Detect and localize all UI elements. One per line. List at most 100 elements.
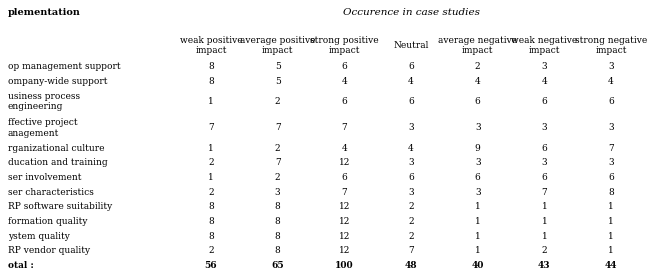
Text: weak negative
impact: weak negative impact: [511, 36, 578, 55]
Text: 7: 7: [275, 123, 280, 132]
Text: 12: 12: [339, 247, 350, 255]
Text: ser characteristics: ser characteristics: [8, 188, 94, 197]
Text: 7: 7: [275, 158, 280, 168]
Text: 2: 2: [208, 158, 214, 168]
Text: 1: 1: [208, 97, 214, 106]
Text: ffective project
anagement: ffective project anagement: [8, 118, 78, 137]
Text: 2: 2: [475, 62, 480, 71]
Text: 4: 4: [342, 77, 347, 86]
Text: 3: 3: [475, 158, 480, 168]
Text: 8: 8: [208, 232, 214, 241]
Text: 3: 3: [408, 158, 414, 168]
Text: 6: 6: [408, 62, 414, 71]
Text: 8: 8: [275, 232, 280, 241]
Text: 1: 1: [475, 232, 480, 241]
Text: 3: 3: [275, 188, 280, 197]
Text: RP vendor quality: RP vendor quality: [8, 247, 90, 255]
Text: 3: 3: [408, 188, 414, 197]
Text: 6: 6: [408, 173, 414, 182]
Text: 8: 8: [208, 77, 214, 86]
Text: 2: 2: [542, 247, 547, 255]
Text: 6: 6: [608, 97, 614, 106]
Text: 3: 3: [408, 123, 414, 132]
Text: 65: 65: [271, 261, 284, 268]
Text: 3: 3: [475, 123, 480, 132]
Text: 8: 8: [208, 202, 214, 211]
Text: 2: 2: [208, 247, 214, 255]
Text: 4: 4: [475, 77, 480, 86]
Text: 3: 3: [542, 158, 547, 168]
Text: 1: 1: [608, 217, 614, 226]
Text: 4: 4: [542, 77, 547, 86]
Text: 4: 4: [342, 144, 347, 153]
Text: RP software suitability: RP software suitability: [8, 202, 112, 211]
Text: 9: 9: [475, 144, 480, 153]
Text: 7: 7: [542, 188, 547, 197]
Text: 8: 8: [608, 188, 614, 197]
Text: 48: 48: [405, 261, 417, 268]
Text: 100: 100: [335, 261, 353, 268]
Text: 3: 3: [475, 188, 480, 197]
Text: 1: 1: [542, 217, 547, 226]
Text: average negative
impact: average negative impact: [438, 36, 517, 55]
Text: Neutral: Neutral: [393, 41, 429, 50]
Text: 12: 12: [339, 202, 350, 211]
Text: 3: 3: [542, 62, 547, 71]
Text: 8: 8: [275, 217, 280, 226]
Text: 1: 1: [608, 232, 614, 241]
Text: 3: 3: [608, 158, 614, 168]
Text: 1: 1: [475, 217, 480, 226]
Text: 12: 12: [339, 232, 350, 241]
Text: 43: 43: [538, 261, 551, 268]
Text: ystem quality: ystem quality: [8, 232, 70, 241]
Text: 6: 6: [475, 97, 480, 106]
Text: 2: 2: [275, 97, 280, 106]
Text: 2: 2: [408, 202, 414, 211]
Text: 6: 6: [342, 62, 347, 71]
Text: 3: 3: [608, 62, 614, 71]
Text: rganizational culture: rganizational culture: [8, 144, 105, 153]
Text: 8: 8: [208, 62, 214, 71]
Text: 1: 1: [208, 173, 214, 182]
Text: 1: 1: [608, 247, 614, 255]
Text: 3: 3: [542, 123, 547, 132]
Text: 6: 6: [342, 173, 347, 182]
Text: 5: 5: [275, 62, 280, 71]
Text: 44: 44: [605, 261, 617, 268]
Text: 4: 4: [608, 77, 614, 86]
Text: plementation: plementation: [8, 9, 81, 17]
Text: otal :: otal :: [8, 261, 34, 268]
Text: 12: 12: [339, 217, 350, 226]
Text: 3: 3: [608, 123, 614, 132]
Text: 12: 12: [339, 158, 350, 168]
Text: 6: 6: [408, 97, 414, 106]
Text: 2: 2: [275, 144, 280, 153]
Text: 56: 56: [205, 261, 217, 268]
Text: op management support: op management support: [8, 62, 120, 71]
Text: Occurence in case studies: Occurence in case studies: [343, 9, 480, 17]
Text: average positive
impact: average positive impact: [240, 36, 315, 55]
Text: 6: 6: [342, 97, 347, 106]
Text: formation quality: formation quality: [8, 217, 88, 226]
Text: 1: 1: [608, 202, 614, 211]
Text: ducation and training: ducation and training: [8, 158, 107, 168]
Text: 1: 1: [208, 144, 214, 153]
Text: ompany-wide support: ompany-wide support: [8, 77, 107, 86]
Text: 1: 1: [542, 202, 547, 211]
Text: 6: 6: [475, 173, 480, 182]
Text: 7: 7: [408, 247, 414, 255]
Text: 7: 7: [342, 123, 347, 132]
Text: 7: 7: [342, 188, 347, 197]
Text: 1: 1: [475, 247, 480, 255]
Text: strong positive
impact: strong positive impact: [310, 36, 378, 55]
Text: 8: 8: [275, 202, 280, 211]
Text: 6: 6: [542, 173, 547, 182]
Text: 7: 7: [208, 123, 214, 132]
Text: 2: 2: [275, 173, 280, 182]
Text: 4: 4: [408, 144, 414, 153]
Text: 4: 4: [408, 77, 414, 86]
Text: 6: 6: [608, 173, 614, 182]
Text: 2: 2: [408, 217, 414, 226]
Text: 6: 6: [542, 97, 547, 106]
Text: 40: 40: [472, 261, 484, 268]
